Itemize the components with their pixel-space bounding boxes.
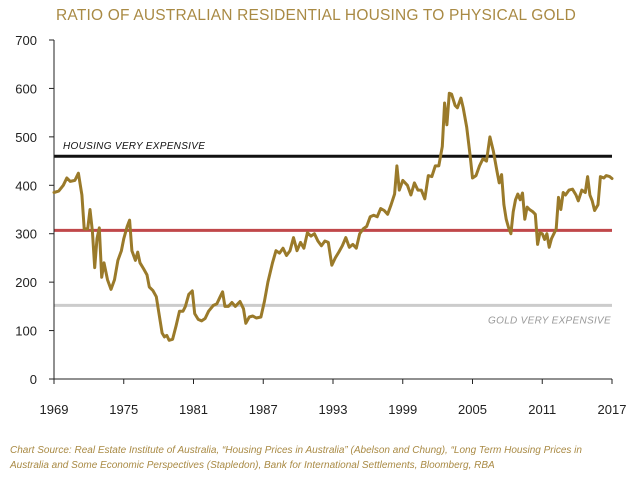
x-tick-label: 1981 xyxy=(179,402,208,417)
source-note: Chart Source: Real Estate Institute of A… xyxy=(10,445,582,471)
x-tick-label: 1975 xyxy=(109,402,138,417)
y-tick-label: 600 xyxy=(15,81,37,96)
y-tick-label: 200 xyxy=(15,275,37,290)
series-line xyxy=(52,91,614,342)
x-tick-label: 2005 xyxy=(458,402,487,417)
reference-line-label: GOLD VERY EXPENSIVE xyxy=(488,315,611,326)
y-tick-label: 400 xyxy=(15,178,37,193)
reference-line-label: HOUSING VERY EXPENSIVE xyxy=(63,141,205,152)
y-tick-label: 300 xyxy=(15,227,37,242)
x-tick-label: 1969 xyxy=(40,402,69,417)
x-tick-label: 1999 xyxy=(388,402,417,417)
x-tick-label: 1993 xyxy=(319,402,348,417)
x-tick-label: 1987 xyxy=(249,402,278,417)
y-tick-label: 100 xyxy=(15,324,37,339)
y-tick-label: 700 xyxy=(15,33,37,48)
line-chart: HOUSING VERY EXPENSIVE GOLD VERY EXPENSIV… xyxy=(15,33,627,417)
chart-title: RATIO OF AUSTRALIAN RESIDENTIAL HOUSING … xyxy=(56,7,576,24)
x-tick-label: 2017 xyxy=(598,402,627,417)
x-tick-label: 2011 xyxy=(528,402,556,417)
y-tick-label: 500 xyxy=(15,130,37,145)
y-tick-label: 0 xyxy=(30,372,37,387)
